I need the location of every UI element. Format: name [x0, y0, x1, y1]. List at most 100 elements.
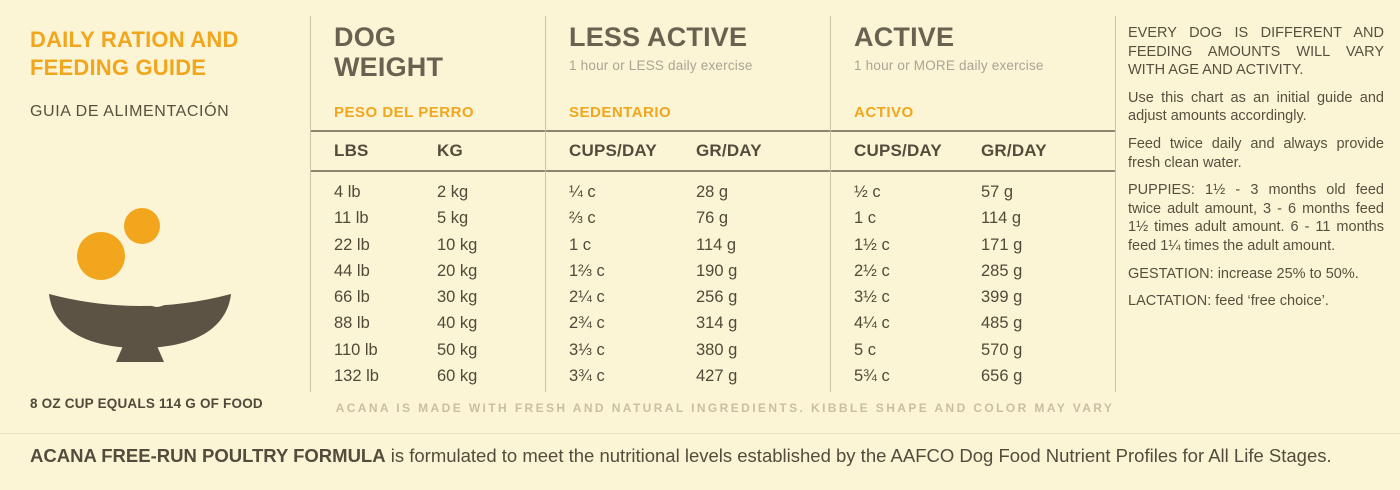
table-row: 132 lb 60 kg: [334, 363, 545, 389]
cups-value: 3½ c: [854, 288, 890, 307]
lbs-value: 88 lb: [334, 314, 370, 333]
column-divider: [310, 16, 311, 392]
cups-value: 1½ c: [854, 235, 890, 254]
grams-value: 656 g: [981, 367, 1023, 386]
lbs-value: 22 lb: [334, 235, 370, 254]
lbs-value: 110 lb: [334, 340, 378, 359]
kibble-icon: [143, 279, 171, 307]
less-active-title-block: LESS ACTIVE 1 hour or LESS daily exercis…: [546, 22, 830, 104]
table-row: 2½ c 285 g: [854, 258, 1115, 284]
table-row: 1 c 114 g: [854, 205, 1115, 231]
column-divider: [1115, 16, 1116, 392]
kg-value: 10 kg: [437, 235, 478, 254]
active-rows: ½ c 57 g 1 c 114 g 1½ c 171 g 2½ c 285 g 3½ …: [831, 172, 1115, 389]
active-title: ACTIVE: [854, 22, 955, 52]
grams-value: 427 g: [696, 367, 738, 386]
lbs-value: 11 lb: [334, 209, 369, 228]
grams-value: 76 g: [696, 209, 729, 228]
column-divider: [830, 16, 831, 392]
grams-value: 570 g: [981, 340, 1023, 359]
grams-value: 256 g: [696, 288, 738, 307]
kg-value: 20 kg: [437, 261, 478, 280]
less-active-title: LESS ACTIVE: [569, 22, 748, 52]
kg-value: 30 kg: [437, 288, 478, 307]
panel-subtitle-es: GUIA DE ALIMENTACIÓN: [30, 103, 230, 120]
cups-value: 3⅓ c: [569, 340, 605, 359]
cups-value: ½ c: [854, 183, 881, 201]
kg-value: 40 kg: [437, 314, 478, 333]
table-row: 4¼ c 485 g: [854, 310, 1115, 336]
less-active-title-es: SEDENTARIO: [546, 104, 830, 132]
lbs-value: 66 lb: [334, 288, 370, 307]
gr-day-header: GR/DAY: [696, 141, 762, 160]
bowl-foot: [116, 346, 164, 362]
lbs-value: 4 lb: [334, 183, 361, 201]
grams-value: 114 g: [696, 235, 737, 254]
kg-value: 50 kg: [437, 340, 478, 359]
kg-value: 5 kg: [437, 209, 469, 228]
less-active-subtitle: 1 hour or LESS daily exercise: [569, 58, 753, 73]
note-puppies: PUPPIES: 1½ - 3 months old feed twice ad…: [1128, 182, 1384, 254]
grams-value: 190 g: [696, 261, 738, 280]
cups-day-header: CUPS/DAY: [854, 141, 942, 160]
grams-value: 114 g: [981, 209, 1022, 228]
kibble-variation-note: ACANA IS MADE WITH FRESH AND NATURAL ING…: [335, 401, 1115, 415]
kibble-icon: [77, 232, 125, 280]
grams-value: 485 g: [981, 314, 1023, 333]
active-subtitle: 1 hour or MORE daily exercise: [854, 58, 1044, 73]
dog-weight-rows: 4 lb 2 kg 11 lb 5 kg 22 lb 10 kg 44 lb 20 kg…: [311, 172, 545, 389]
table-row: ¼ c 28 g: [569, 179, 830, 205]
dog-weight-title-line2: WEIGHT: [334, 52, 444, 82]
note-variability: EVERY DOG IS DIFFERENT AND FEEDING AMOUN…: [1128, 25, 1384, 79]
table-row: 66 lb 30 kg: [334, 284, 545, 310]
less-active-column: LESS ACTIVE 1 hour or LESS daily exercis…: [546, 22, 830, 389]
table-row: 88 lb 40 kg: [334, 310, 545, 336]
note-gestation: GESTATION: increase 25% to 50%.: [1128, 265, 1359, 282]
kg-value: 2 kg: [437, 183, 469, 201]
aafco-statement-text: is formulated to meet the nutritional le…: [385, 445, 1332, 466]
table-row: 5¾ c 656 g: [854, 363, 1115, 389]
active-headers: CUPS/DAY GR/DAY: [831, 132, 1115, 172]
table-row: ⅔ c 76 g: [569, 205, 830, 231]
table-row: 11 lb 5 kg: [334, 205, 545, 231]
footer-divider: [0, 433, 1400, 434]
cups-value: 1 c: [854, 209, 877, 228]
feeding-notes: EVERY DOG IS DIFFERENT AND FEEDING AMOUN…: [1128, 24, 1384, 320]
grams-value: 171 g: [981, 235, 1023, 254]
active-column: ACTIVE 1 hour or MORE daily exercise ACT…: [831, 22, 1115, 389]
cups-value: 3¾ c: [569, 367, 605, 386]
dog-bowl-icon: [49, 208, 231, 362]
note-feed-twice: Feed twice daily and always provide fres…: [1128, 135, 1384, 171]
grams-value: 57 g: [981, 183, 1014, 201]
cups-day-header: CUPS/DAY: [569, 141, 657, 160]
table-row: ½ c 57 g: [854, 179, 1115, 205]
gr-day-header: GR/DAY: [981, 141, 1047, 160]
bowl-shape: [49, 294, 231, 348]
grams-value: 314 g: [696, 314, 738, 333]
cups-value: 1 c: [569, 235, 592, 254]
grams-value: 285 g: [981, 261, 1023, 280]
table-row: 1 c 114 g: [569, 232, 830, 258]
panel-title: DAILY RATION AND FEEDING GUIDE: [30, 27, 239, 80]
active-title-block: ACTIVE 1 hour or MORE daily exercise: [831, 22, 1115, 104]
cup-equivalence-note: 8 OZ CUP EQUALS 114 G OF FOOD: [30, 396, 263, 411]
grams-value: 399 g: [981, 288, 1023, 307]
dog-weight-column: DOG WEIGHT PESO DEL PERRO LBS KG 4 lb 2 k…: [311, 22, 545, 389]
cups-value: 2¼ c: [569, 288, 605, 307]
cups-value: 4¼ c: [854, 314, 890, 333]
lbs-header: LBS: [334, 141, 369, 160]
table-row: 110 lb 50 kg: [334, 337, 545, 363]
less-active-headers: CUPS/DAY GR/DAY: [546, 132, 830, 172]
kg-header: KG: [437, 141, 463, 160]
lbs-value: 132 lb: [334, 367, 379, 386]
lbs-value: 44 lb: [334, 261, 370, 280]
table-row: 3½ c 399 g: [854, 284, 1115, 310]
less-active-rows: ¼ c 28 g ⅔ c 76 g 1 c 114 g 1⅔ c 190 g 2¼ c 2…: [546, 172, 830, 389]
cups-value: 1⅔ c: [569, 261, 605, 280]
cups-value: ¼ c: [569, 183, 596, 201]
table-row: 22 lb 10 kg: [334, 232, 545, 258]
active-title-es: ACTIVO: [831, 104, 1115, 132]
table-row: 44 lb 20 kg: [334, 258, 545, 284]
dog-weight-headers: LBS KG: [311, 132, 545, 172]
brand-name: ACANA FREE-RUN POULTRY FORMULA: [30, 445, 386, 466]
